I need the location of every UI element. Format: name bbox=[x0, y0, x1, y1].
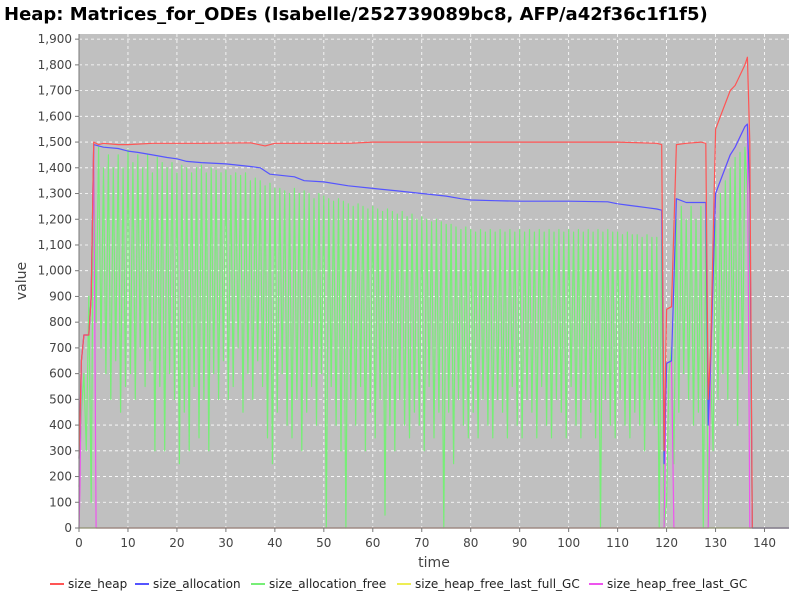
series-line-size-allocation-free bbox=[78, 146, 789, 529]
y-tick-label: 1,200 bbox=[38, 212, 72, 226]
grid bbox=[78, 34, 789, 529]
x-tick-label: 70 bbox=[414, 536, 429, 550]
y-tick-label: 500 bbox=[49, 392, 72, 406]
x-tick-label: 20 bbox=[169, 536, 184, 550]
x-tick-label: 60 bbox=[365, 536, 380, 550]
y-tick-label: 800 bbox=[49, 315, 72, 329]
x-ticks: 0 10 20 30 40 50 60 70 80 90 100 110 120 130 140 bbox=[75, 528, 776, 550]
y-tick-label: 700 bbox=[49, 341, 72, 355]
y-tick-label: 1,900 bbox=[38, 32, 72, 46]
legend-label: size_heap_free_last_GC bbox=[607, 577, 747, 591]
y-tick-label: 1,700 bbox=[38, 84, 72, 98]
y-tick-label: 1,600 bbox=[38, 109, 72, 123]
legend-label: size_heap bbox=[68, 577, 127, 591]
y-tick-label: 1,400 bbox=[38, 161, 72, 175]
y-tick-label: 0 bbox=[64, 521, 72, 535]
legend-label: size_heap_free_last_full_GC bbox=[415, 577, 580, 591]
series-line-size-allocation bbox=[78, 123, 789, 529]
x-tick-label: 50 bbox=[316, 536, 331, 550]
y-axis-label: value bbox=[14, 262, 30, 300]
x-tick-label: 130 bbox=[704, 536, 727, 550]
y-tick-label: 300 bbox=[49, 444, 72, 458]
x-tick-label: 110 bbox=[606, 536, 629, 550]
x-tick-label: 140 bbox=[753, 536, 776, 550]
x-tick-label: 10 bbox=[120, 536, 135, 550]
y-tick-label: 100 bbox=[49, 495, 72, 509]
y-tick-label: 600 bbox=[49, 367, 72, 381]
legend: size_heap size_allocation size_allocation_… bbox=[50, 577, 747, 591]
y-tick-label: 1,800 bbox=[38, 58, 72, 72]
legend-label: size_allocation bbox=[153, 577, 241, 591]
x-tick-label: 80 bbox=[463, 536, 478, 550]
y-tick-label: 1,000 bbox=[38, 264, 72, 278]
series-line-size-heap bbox=[78, 56, 753, 529]
legend-label: size_allocation_free bbox=[269, 577, 386, 591]
y-tick-label: 200 bbox=[49, 470, 72, 484]
y-tick-label: 1,100 bbox=[38, 238, 72, 252]
x-axis-label: time bbox=[418, 555, 450, 571]
x-tick-label: 40 bbox=[267, 536, 282, 550]
x-tick-label: 120 bbox=[655, 536, 678, 550]
y-tick-label: 400 bbox=[49, 418, 72, 432]
x-tick-label: 0 bbox=[75, 536, 83, 550]
y-ticks: 0 100 200 300 400 500 600 700 800 900 1,000 1,100 1,… bbox=[38, 32, 79, 535]
chart-title: Heap: Matrices_for_ODEs (Isabelle/252739… bbox=[4, 4, 708, 25]
x-tick-label: 30 bbox=[218, 536, 233, 550]
y-tick-label: 1,300 bbox=[38, 187, 72, 201]
x-tick-label: 100 bbox=[557, 536, 580, 550]
y-tick-label: 1,500 bbox=[38, 135, 72, 149]
x-tick-label: 90 bbox=[512, 536, 527, 550]
y-tick-label: 900 bbox=[49, 289, 72, 303]
